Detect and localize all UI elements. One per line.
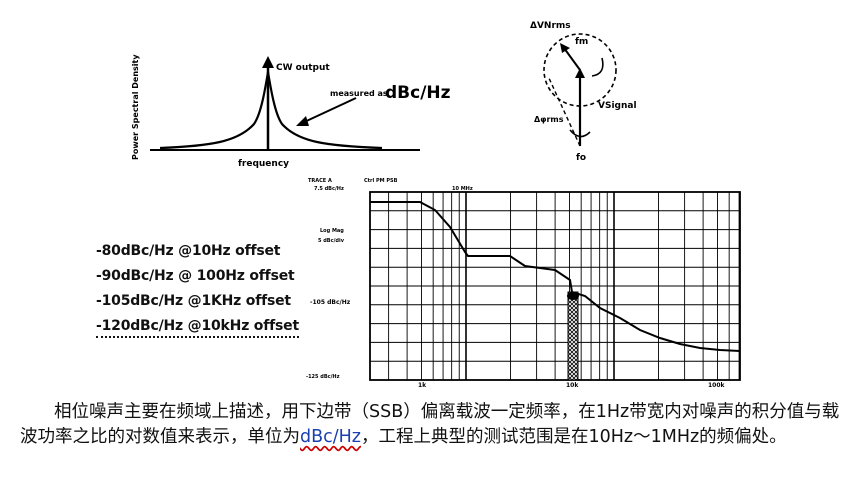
phasor-diagram: ΔVNrms fm VSignal Δφrms fo — [530, 21, 637, 163]
measured-prefix: measured as — [330, 89, 388, 98]
psd-curve — [159, 71, 383, 150]
measured-unit: dBc/Hz — [385, 83, 451, 103]
paragraph-unit: dBc/Hz — [300, 427, 361, 447]
fo-rotation-arrow — [569, 129, 591, 138]
ref-level: -105 dBc/Hz — [310, 299, 351, 306]
spectrum-plot: TRACE A 7.5 dBc/Hz Ctrl PM PSB 10 MHz Lo… — [306, 178, 741, 389]
header-right: Ctrl PM PSB — [364, 178, 398, 184]
noise-arrowhead — [560, 43, 570, 53]
signal-arrowhead — [575, 68, 585, 78]
spec-item-10hz: -80dBc/Hz @10Hz offset — [96, 243, 281, 259]
spec-item-10khz: -120dBc/Hz @10kHz offset — [96, 318, 299, 338]
header-ref: 7.5 dBc/Hz — [314, 186, 344, 192]
phase-vector — [547, 75, 581, 147]
phasor-phase-label: Δφrms — [534, 115, 564, 124]
description-paragraph: 相位噪声主要在频域上描述，用下边带（SSB）偏离载波一定频率，在1Hz带宽内对噪… — [20, 400, 840, 450]
x-tick-1k: 1k — [418, 382, 427, 389]
fm-rotation-arrow — [591, 57, 604, 77]
header-mid: 10 MHz — [452, 186, 473, 192]
spec-item-1khz: -105dBc/Hz @1KHz offset — [96, 293, 291, 309]
header-left: TRACE A — [308, 178, 332, 184]
psd-xlabel: frequency — [238, 159, 289, 169]
phasor-fm-label: fm — [575, 37, 588, 47]
psd-diagram: CW output measured as dBc/Hz frequency P… — [131, 54, 451, 169]
phasor-fo-label: fo — [576, 153, 586, 163]
x-tick-100k: 100k — [708, 382, 726, 389]
marker-region — [567, 291, 579, 381]
marker-dot — [567, 292, 579, 300]
scale-div: 5 dBc/div — [318, 238, 345, 244]
carrier-arrowhead — [262, 56, 274, 68]
paragraph-text-after: ，工程上典型的测试范围是在10Hz～1MHz的频偏处。 — [360, 427, 787, 447]
noise-vector — [563, 47, 581, 71]
scale-label: Log Mag — [320, 228, 344, 234]
peak-label: CW output — [276, 63, 330, 73]
measure-arrowhead — [296, 116, 309, 126]
psd-ylabel: Power Spectral Density — [131, 54, 140, 160]
phasor-top-label: ΔVNrms — [530, 21, 571, 31]
paragraph-text-before: 相位噪声主要在频域上描述，用下边带（SSB）偏离载波一定频率，在1Hz带宽内对噪… — [20, 402, 840, 447]
measure-arrow — [299, 97, 357, 125]
spectrum-frame — [369, 191, 741, 381]
spec-item-100hz: -90dBc/Hz @ 100Hz offset — [96, 268, 295, 284]
phasor-signal-label: VSignal — [598, 101, 637, 111]
bottom-level: -125 dBc/Hz — [306, 374, 340, 380]
x-tick-10k: 10k — [566, 382, 579, 389]
spectrum-grid — [370, 192, 740, 380]
phase-noise-trace — [370, 201, 741, 352]
